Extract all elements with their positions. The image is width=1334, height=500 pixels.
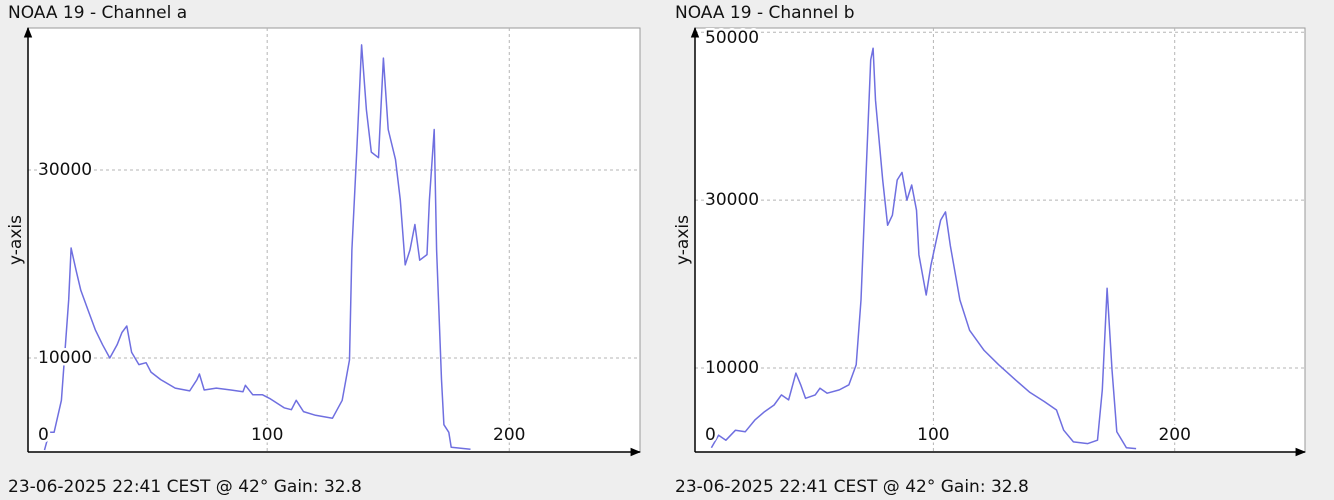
chart-title: NOAA 19 - Channel a (8, 3, 187, 23)
chart-title: NOAA 19 - Channel b (675, 3, 855, 23)
plot-area (694, 27, 1306, 453)
y-tick-label: 30000 (38, 160, 92, 180)
footer-status: 23-06-2025 22:41 CEST @ 42° Gain: 32.8 (675, 477, 1029, 497)
data-line (710, 47, 1137, 450)
y-tick-label: 0 (38, 425, 49, 445)
data-line (43, 44, 471, 451)
x-tick-label: 200 (493, 425, 525, 445)
footer-status: 23-06-2025 22:41 CEST @ 42° Gain: 32.8 (8, 477, 362, 497)
x-tick-label: 100 (917, 425, 949, 445)
y-tick-label: 0 (705, 425, 716, 445)
plot-area (27, 27, 641, 453)
y-axis-label: y-axis (6, 215, 26, 265)
y-tick-label: 30000 (705, 190, 759, 210)
y-tick-label: 10000 (38, 348, 92, 368)
y-axis-label: y-axis (673, 215, 693, 265)
x-tick-label: 100 (251, 425, 283, 445)
x-tick-label: 200 (1158, 425, 1190, 445)
y-tick-label: 50000 (705, 28, 759, 48)
y-tick-label: 10000 (705, 358, 759, 378)
